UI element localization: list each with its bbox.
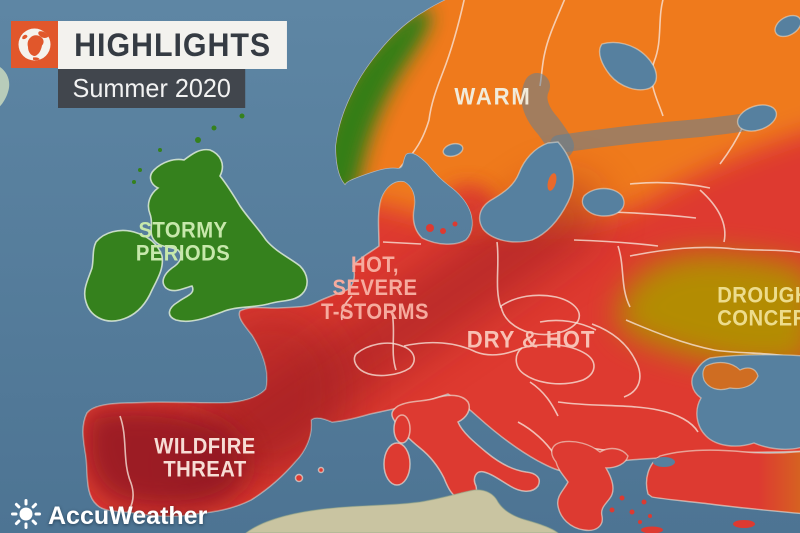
white-sea [598, 41, 657, 91]
header-text: HIGHLIGHTS Summer 2020 [58, 21, 299, 108]
greece-peninsula [551, 440, 629, 532]
globe-icon [11, 21, 58, 68]
corsica [393, 414, 411, 444]
gulf-of-riga [581, 187, 625, 217]
sun-icon [11, 499, 41, 533]
gulf-of-finland [550, 113, 755, 153]
balearic-island [294, 473, 304, 483]
lake-onega [774, 14, 800, 38]
map-label-warm: WARM [454, 83, 532, 111]
region-turkey [645, 449, 800, 528]
crete [641, 526, 663, 533]
ireland [83, 229, 164, 322]
danish-islands [426, 221, 458, 234]
page-title: HIGHLIGHTS [58, 21, 288, 69]
accuweather-wordmark: AccuWeather [48, 502, 208, 530]
overlay-green-norway-coast [317, 7, 431, 203]
lake-vanern [442, 142, 464, 158]
region-crimea [702, 361, 759, 391]
accuweather-logo: AccuWeather [11, 499, 207, 533]
lake-ladoga [736, 104, 778, 132]
cyprus [733, 520, 755, 528]
map-label-wildfire-threat: WILDFIRE THREAT [154, 433, 256, 482]
turkey [645, 449, 800, 515]
overlay-warm-north [320, 0, 800, 227]
header-subtitle: Summer 2020 [58, 69, 246, 108]
map-label-stormy-periods: STORMY PERIODS [135, 217, 231, 266]
baltic-sea [478, 141, 575, 243]
sardinia [383, 442, 411, 486]
scottish-islands [132, 113, 245, 184]
balearic-island [317, 466, 325, 474]
overlay-drought-ukraine [616, 253, 800, 368]
map-label-drought-concern: DROUGHT CONCERN [717, 282, 800, 331]
sea-of-marmara [653, 457, 675, 467]
region-north-africa [245, 489, 559, 533]
great-britain [147, 148, 308, 323]
gotland [547, 173, 557, 191]
map-label-hot-severe-tstorms: HOT, SEVERE T-STORMS [321, 252, 429, 324]
italy-peninsula [391, 394, 540, 502]
map-label-dry-and-hot: DRY & HOT [466, 326, 596, 354]
overlay-wildfire-iberia [84, 406, 248, 510]
highlights-badge: HIGHLIGHTS Summer 2020 [11, 21, 299, 108]
region-greece [551, 440, 663, 533]
iceland-edge [0, 67, 10, 107]
region-british-isles [83, 113, 308, 323]
